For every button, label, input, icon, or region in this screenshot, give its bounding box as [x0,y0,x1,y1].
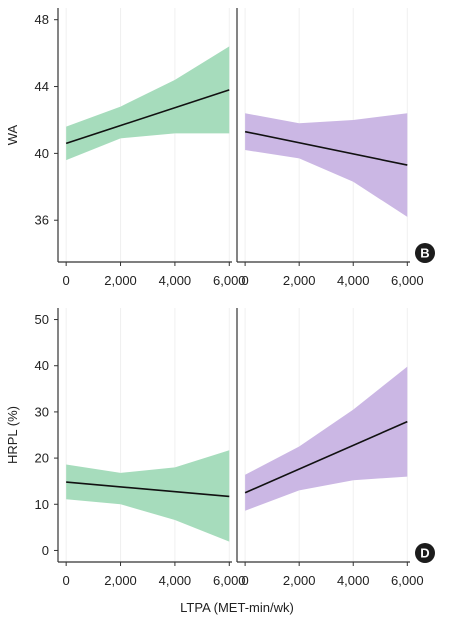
x-tick-label: 2,000 [283,273,316,288]
y-tick-label: 40 [35,146,49,161]
panel-top-right: 0 2,000 4,000 6,000 B [236,8,435,288]
y-axis-label: HRPL (%) [5,406,20,464]
panel-badge [415,243,435,263]
y-tick-label: 44 [35,79,49,94]
regression-line [244,130,408,166]
panel-top-left: 0 2,000 4,000 6,000 36 40 44 48 WA [5,8,246,288]
confidence-band [66,46,230,161]
panel-badge-label: B [420,246,429,261]
x-tick-label: 4,000 [159,273,192,288]
x-tick-label: 0 [241,273,248,288]
x-tick-label: 4,000 [337,273,370,288]
chart-panels: 0 2,000 4,000 6,000 36 40 44 48 WA 0 2,000 4,000 6,0… [5,8,435,588]
x-tick-label: 4,000 [159,573,192,588]
x-tick-label: 6,000 [391,273,424,288]
y-tick-label: 40 [35,358,49,373]
y-tick-label: 48 [35,12,49,27]
confidence-band [245,366,408,511]
y-tick-label: 36 [35,213,49,228]
x-tick-label: 6,000 [391,573,424,588]
y-axis-label: WA [5,124,20,145]
x-axis-label: LTPA (MET-min/wk) [180,600,294,615]
panel-badge [415,543,435,563]
y-tick-label: 20 [35,451,49,466]
regression-line [65,89,230,145]
regression-line [66,481,230,498]
y-tick-label: 50 [35,312,49,327]
x-tick-label: 0 [63,573,70,588]
x-tick-label: 2,000 [104,273,137,288]
panel-bottom-right: 0 2,000 4,000 6,000 D [236,308,435,588]
x-tick-label: 6,000 [213,273,246,288]
y-tick-label: 30 [35,404,49,419]
confidence-band [245,113,408,217]
panel-badge-label: D [420,546,429,561]
x-tick-label: 0 [241,573,248,588]
y-tick-label: 0 [42,543,49,558]
confidence-band [66,450,230,542]
x-tick-label: 4,000 [337,573,370,588]
y-tick-label: 10 [35,497,49,512]
x-tick-label: 2,000 [104,573,137,588]
x-tick-label: 0 [63,273,70,288]
regression-line [244,420,408,494]
x-tick-label: 6,000 [213,573,246,588]
x-tick-label: 2,000 [283,573,316,588]
